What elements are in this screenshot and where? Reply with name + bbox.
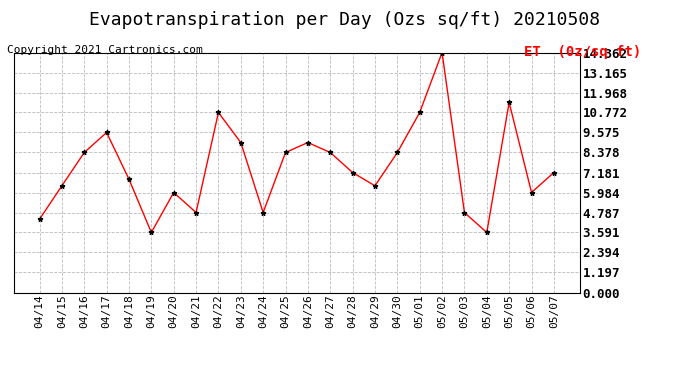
Point bbox=[213, 110, 224, 116]
Point bbox=[190, 210, 201, 216]
Point bbox=[369, 183, 380, 189]
Point bbox=[526, 189, 537, 195]
Point bbox=[57, 183, 68, 189]
Point bbox=[257, 210, 268, 216]
Point bbox=[414, 110, 425, 116]
Text: ET  (0z/sq ft): ET (0z/sq ft) bbox=[524, 45, 642, 59]
Point bbox=[280, 150, 291, 156]
Point bbox=[504, 99, 515, 105]
Point bbox=[235, 140, 246, 146]
Point bbox=[392, 150, 403, 156]
Point bbox=[124, 176, 135, 182]
Point bbox=[459, 210, 470, 216]
Point bbox=[146, 230, 157, 236]
Point bbox=[347, 170, 358, 176]
Text: Copyright 2021 Cartronics.com: Copyright 2021 Cartronics.com bbox=[7, 45, 203, 55]
Point bbox=[481, 230, 492, 236]
Text: Evapotranspiration per Day (Ozs sq/ft) 20210508: Evapotranspiration per Day (Ozs sq/ft) 2… bbox=[90, 11, 600, 29]
Point bbox=[101, 129, 112, 135]
Point bbox=[79, 150, 90, 156]
Point bbox=[168, 189, 179, 195]
Point bbox=[549, 170, 560, 176]
Point bbox=[302, 140, 313, 146]
Point bbox=[34, 216, 45, 222]
Point bbox=[437, 50, 448, 55]
Point bbox=[325, 150, 336, 156]
